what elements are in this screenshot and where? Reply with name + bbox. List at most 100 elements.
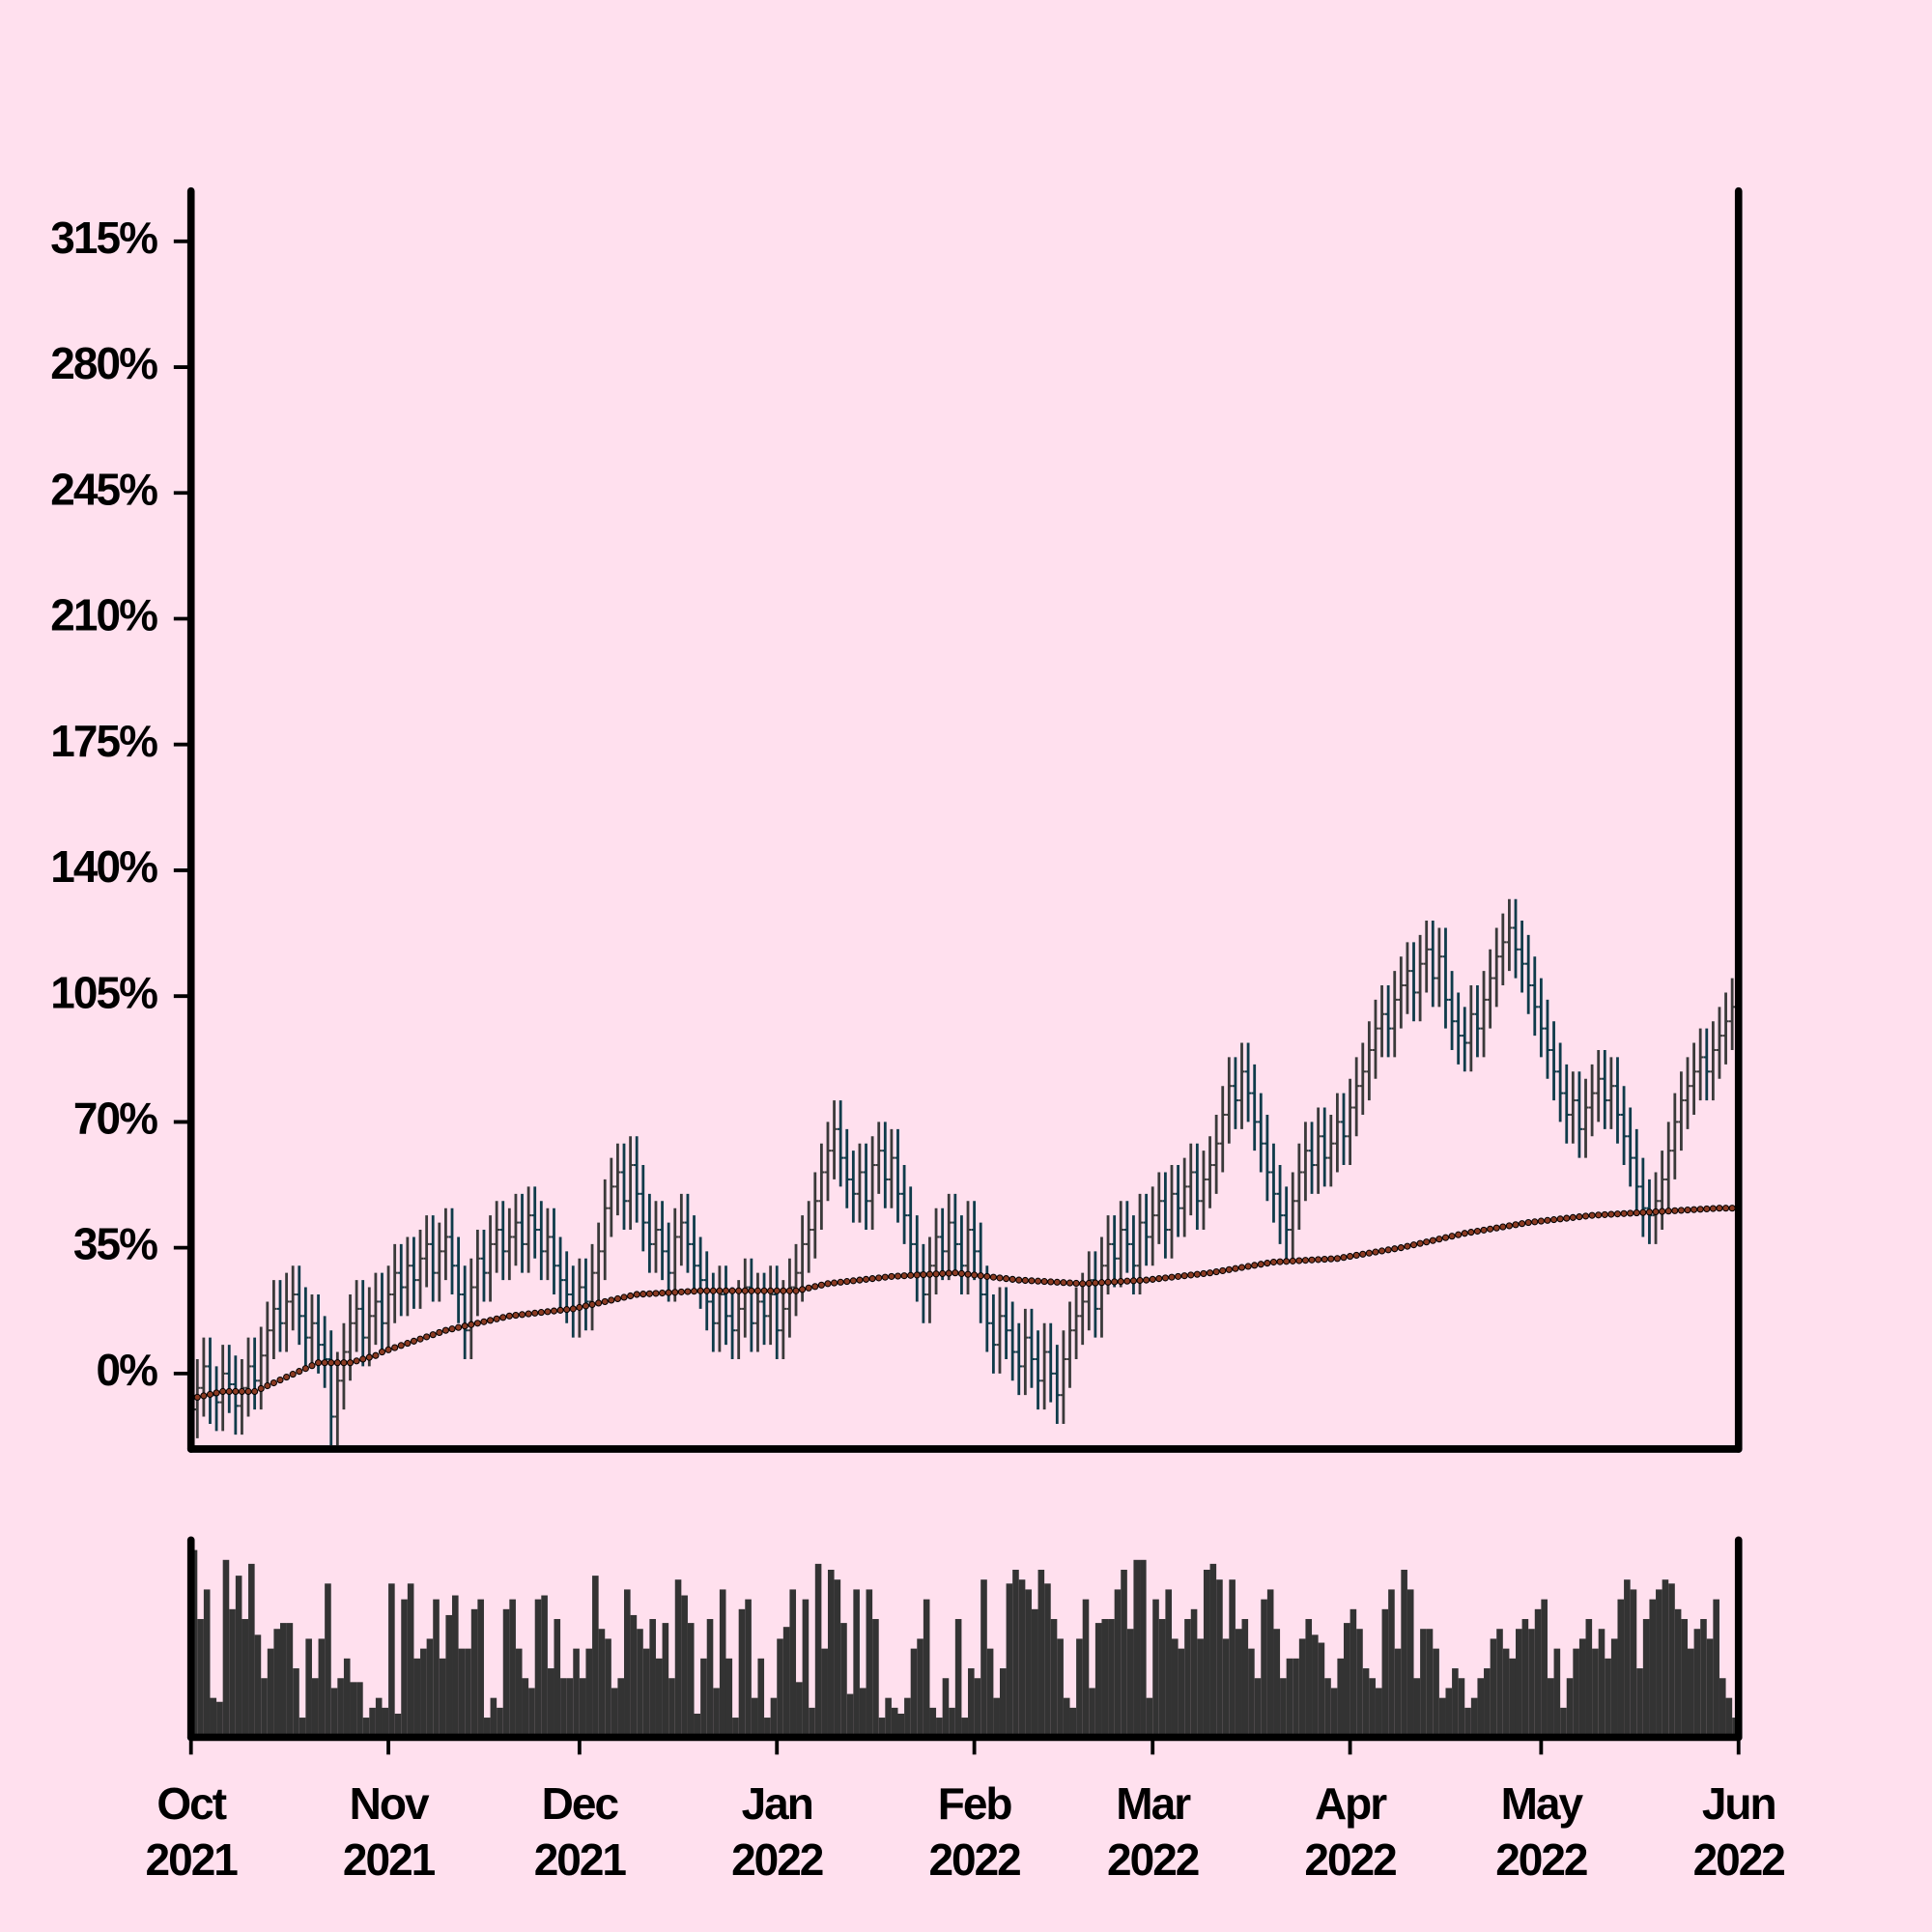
moving-average-dot [270, 1378, 277, 1387]
volume-bar [1012, 1570, 1019, 1738]
volume-bar [821, 1648, 828, 1738]
volume-bar [789, 1589, 797, 1738]
volume-bar [566, 1678, 574, 1738]
moving-average-dot [1499, 1223, 1507, 1231]
moving-average-dot [1684, 1206, 1691, 1214]
volume-bar [1515, 1629, 1522, 1738]
moving-average-dot [894, 1272, 902, 1280]
volume-bar [1636, 1668, 1643, 1738]
volume-bar [1394, 1648, 1402, 1738]
volume-bar [343, 1658, 351, 1738]
moving-average-dot [200, 1392, 208, 1400]
volume-bar [1330, 1688, 1338, 1738]
volume-bar [1470, 1697, 1478, 1738]
y-tick-label: 210% [50, 590, 157, 640]
volume-bar [1617, 1599, 1625, 1738]
volume-bar [1688, 1648, 1694, 1738]
moving-average-dot [957, 1269, 965, 1277]
moving-average-dot [569, 1305, 577, 1313]
moving-average-dot [1728, 1205, 1736, 1212]
moving-average-dot [1117, 1278, 1124, 1286]
volume-bar [483, 1718, 491, 1738]
volume-bar [649, 1619, 656, 1738]
volume-bar [1044, 1583, 1051, 1738]
x-tick-label: Apr 2022 [1304, 1778, 1397, 1885]
x-tick-label: Nov 2021 [342, 1778, 436, 1885]
volume-bar [382, 1707, 389, 1738]
moving-average-dot [1269, 1258, 1278, 1266]
moving-average-dot [1168, 1273, 1176, 1281]
volume-bar [700, 1658, 707, 1738]
moving-average-dot [1627, 1209, 1634, 1217]
moving-average-dot [1003, 1275, 1010, 1283]
moving-average-dot [1161, 1274, 1169, 1282]
moving-average-dot [773, 1287, 781, 1294]
volume-bar [497, 1707, 503, 1738]
moving-average-dot [353, 1357, 360, 1365]
moving-average-dot [308, 1362, 316, 1370]
volume-bar [1305, 1619, 1313, 1738]
volume-bar [732, 1718, 739, 1738]
moving-average-dot [1359, 1250, 1367, 1258]
volume-bar [961, 1718, 969, 1738]
volume-bar [401, 1599, 408, 1738]
volume-bar [1197, 1638, 1204, 1738]
moving-average-dot [1085, 1279, 1093, 1288]
moving-average-dot [1053, 1278, 1061, 1286]
x-tick-label: May 2022 [1495, 1778, 1588, 1885]
volume-bar [375, 1697, 383, 1738]
volume-bar [477, 1599, 484, 1738]
moving-average-dot [760, 1287, 768, 1294]
moving-average-dot [244, 1387, 252, 1396]
moving-average-dot [767, 1287, 775, 1294]
volume-bar [770, 1697, 778, 1738]
volume-bar [534, 1599, 542, 1738]
volume-bar [986, 1648, 994, 1738]
volume-bar [1356, 1629, 1363, 1738]
moving-average-dot [1028, 1277, 1036, 1285]
moving-average-dot [582, 1302, 590, 1310]
moving-average-dot [1556, 1215, 1564, 1223]
volume-bar [585, 1648, 593, 1738]
moving-average-dot [1569, 1213, 1577, 1221]
volume-bar [273, 1629, 281, 1738]
y-tick-label: 315% [50, 213, 157, 263]
moving-average-dot [868, 1275, 876, 1283]
moving-average-dot [441, 1326, 449, 1334]
moving-average-dot [1180, 1272, 1188, 1280]
moving-average-dot [1473, 1227, 1482, 1236]
volume-bar [541, 1595, 548, 1738]
volume-bar [605, 1638, 611, 1738]
volume-bar [1445, 1688, 1453, 1738]
moving-average-dot [1283, 1258, 1291, 1265]
moving-average-dot [977, 1272, 984, 1280]
moving-average-dot [913, 1271, 921, 1279]
moving-average-dot [301, 1365, 309, 1373]
volume-bar [936, 1718, 943, 1738]
moving-average-dot [1659, 1208, 1666, 1215]
moving-average-dot [499, 1314, 507, 1321]
moving-average-dot [1009, 1275, 1016, 1283]
moving-average-dot [359, 1355, 367, 1363]
volume-bar [942, 1678, 950, 1738]
moving-average-dot [1352, 1251, 1360, 1260]
moving-average-dot [232, 1387, 240, 1396]
volume-bar [1656, 1589, 1662, 1738]
moving-average-dot [1155, 1275, 1163, 1283]
volume-bar [687, 1623, 695, 1738]
volume-bar [407, 1583, 414, 1738]
moving-average-dot [728, 1287, 736, 1294]
moving-average-dot [1129, 1277, 1138, 1285]
moving-average-dot [410, 1337, 418, 1345]
volume-bar [1521, 1619, 1529, 1738]
volume-bar [968, 1668, 975, 1738]
volume-bar [630, 1614, 638, 1738]
volume-bar [509, 1599, 516, 1738]
volume-bar [362, 1718, 370, 1738]
volume-bar [923, 1599, 930, 1738]
volume-bar [662, 1623, 669, 1738]
volume-bar [642, 1648, 650, 1738]
moving-average-dot [1519, 1220, 1526, 1228]
moving-average-dot [881, 1273, 889, 1281]
moving-average-dot [1372, 1248, 1379, 1256]
